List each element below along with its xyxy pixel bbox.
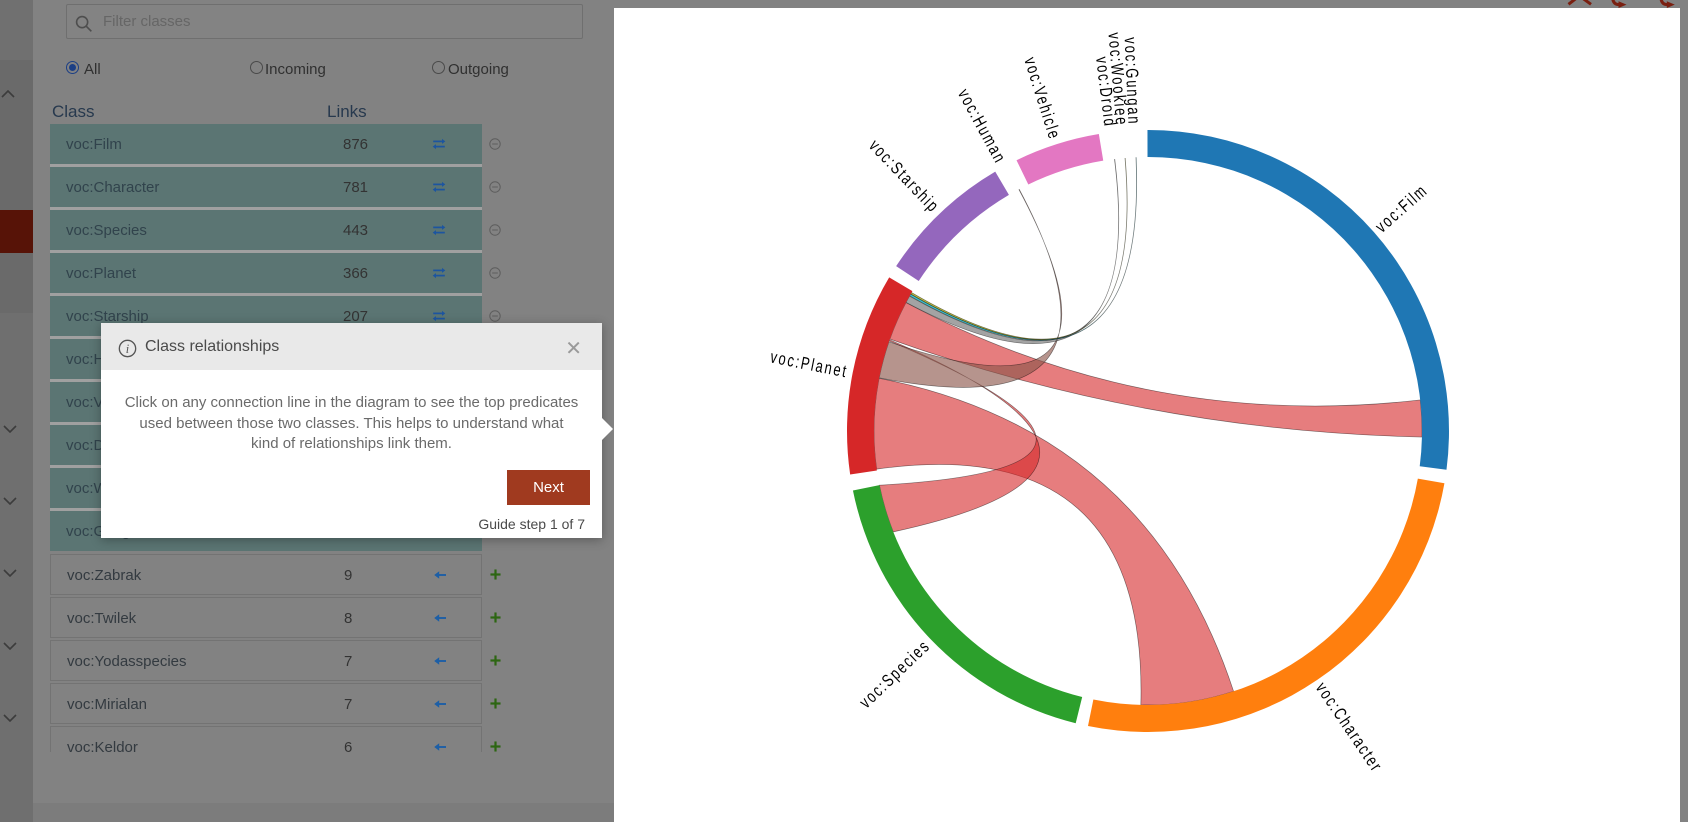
svg-text:voc:Species: voc:Species: [856, 636, 934, 712]
svg-text:voc:Starship: voc:Starship: [865, 136, 943, 217]
svg-text:voc:Character: voc:Character: [1311, 679, 1386, 776]
svg-text:i: i: [126, 342, 130, 356]
svg-text:voc:Vehicle: voc:Vehicle: [1020, 55, 1064, 142]
svg-text:voc:Gungan: voc:Gungan: [1120, 37, 1143, 126]
svg-text:voc:Film: voc:Film: [1372, 181, 1432, 237]
svg-text:voc:Planet: voc:Planet: [769, 348, 850, 382]
svg-text:voc:Human: voc:Human: [954, 86, 1010, 167]
